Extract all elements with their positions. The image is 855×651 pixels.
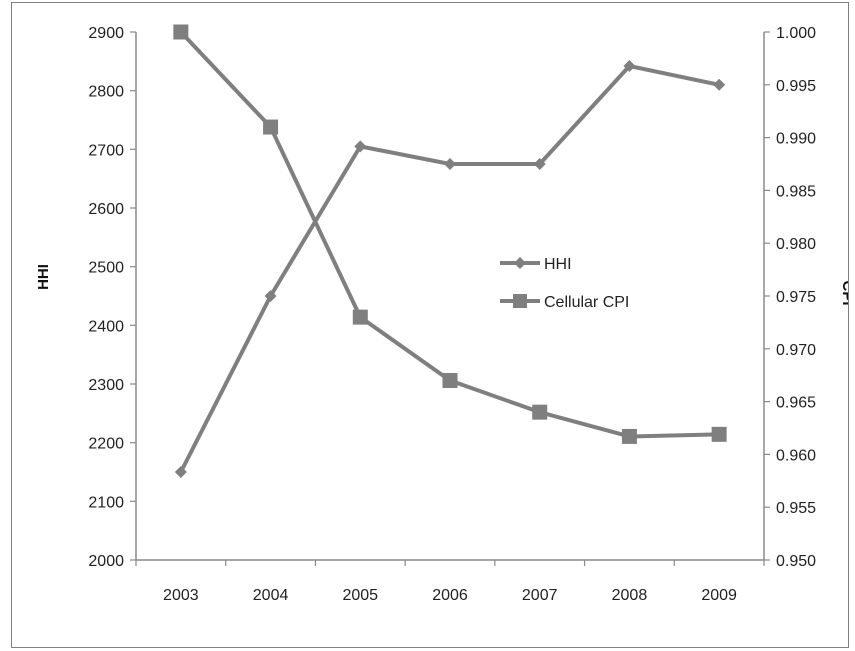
right-tick-label: 0.980: [776, 236, 816, 253]
legend-item-hhi: HHI: [500, 256, 572, 273]
chart-frame: 2000 2100 2200 2300 2400 2500 2600 2700 2800 2900…: [11, 2, 849, 648]
legend-marker-square: [513, 294, 527, 308]
data-point-square: [621, 428, 637, 444]
right-tick-label: 0.990: [776, 131, 816, 148]
left-axis-ticks: 2000 2100 2200 2300 2400 2500 2600 2700 2800 2900: [88, 25, 136, 570]
data-point-diamond: [264, 290, 277, 302]
x-tick-label: 2007: [522, 587, 558, 604]
x-tick-label: 2005: [342, 587, 378, 604]
left-tick-label: 2500: [88, 260, 124, 277]
right-tick-label: 0.995: [776, 78, 816, 95]
left-tick-label: 2600: [88, 201, 124, 218]
data-point-diamond: [623, 60, 636, 73]
data-point-diamond: [444, 158, 456, 170]
left-tick-label: 2400: [88, 318, 124, 335]
series-cellular-cpi: [173, 24, 727, 444]
legend-label: Cellular CPI: [544, 294, 629, 311]
data-point-diamond: [713, 78, 726, 91]
data-point-square: [711, 426, 727, 442]
data-point-square: [263, 119, 279, 135]
x-tick-label: 2009: [701, 587, 737, 604]
right-tick-label: 0.975: [776, 289, 816, 306]
left-tick-label: 2300: [88, 377, 124, 394]
right-axis-ticks: 0.950 0.955 0.960 0.965 0.970 0.975 0.980 0.985…: [764, 25, 816, 570]
x-tick-label: 2004: [253, 587, 289, 604]
right-tick-label: 1.000: [776, 25, 816, 42]
data-point-square: [532, 404, 548, 420]
right-tick-label: 0.985: [776, 183, 816, 200]
axes: [135, 32, 765, 561]
x-tick-label: 2006: [432, 587, 468, 604]
left-tick-label: 2000: [88, 553, 124, 570]
x-tick-label: 2003: [163, 587, 199, 604]
data-point-square: [442, 372, 458, 388]
x-axis-ticks: 2003 2004 2005 2006 2007 2008 2009: [135, 560, 765, 604]
right-tick-label: 0.955: [776, 500, 816, 517]
legend-label: HHI: [544, 256, 572, 273]
right-axis-title: CPI: [839, 280, 848, 305]
left-tick-label: 2800: [88, 84, 124, 101]
left-tick-label: 2700: [88, 142, 124, 159]
right-tick-label: 0.970: [776, 342, 816, 359]
data-point-diamond: [174, 466, 187, 478]
right-tick-label: 0.965: [776, 395, 816, 412]
legend-marker-diamond: [514, 257, 526, 269]
series-layer: [173, 24, 727, 478]
data-point-diamond: [354, 140, 367, 153]
x-tick-label: 2008: [612, 587, 648, 604]
legend-item-cellular-cpi: Cellular CPI: [500, 294, 629, 311]
data-point-square: [352, 309, 368, 325]
dual-axis-line-chart: 2000 2100 2200 2300 2400 2500 2600 2700 2800 2900…: [35, 24, 848, 604]
left-tick-label: 2100: [88, 494, 124, 511]
right-tick-label: 0.960: [776, 447, 816, 464]
series-hhi: [174, 60, 726, 478]
right-tick-label: 0.950: [776, 553, 816, 570]
data-point-diamond: [533, 158, 546, 170]
left-tick-label: 2900: [88, 25, 124, 42]
left-axis-title: HHI: [35, 264, 52, 290]
data-point-square: [173, 24, 189, 40]
series-line-hhi: [179, 64, 720, 473]
legend: HHI Cellular CPI: [500, 256, 629, 311]
left-tick-label: 2200: [88, 436, 124, 453]
